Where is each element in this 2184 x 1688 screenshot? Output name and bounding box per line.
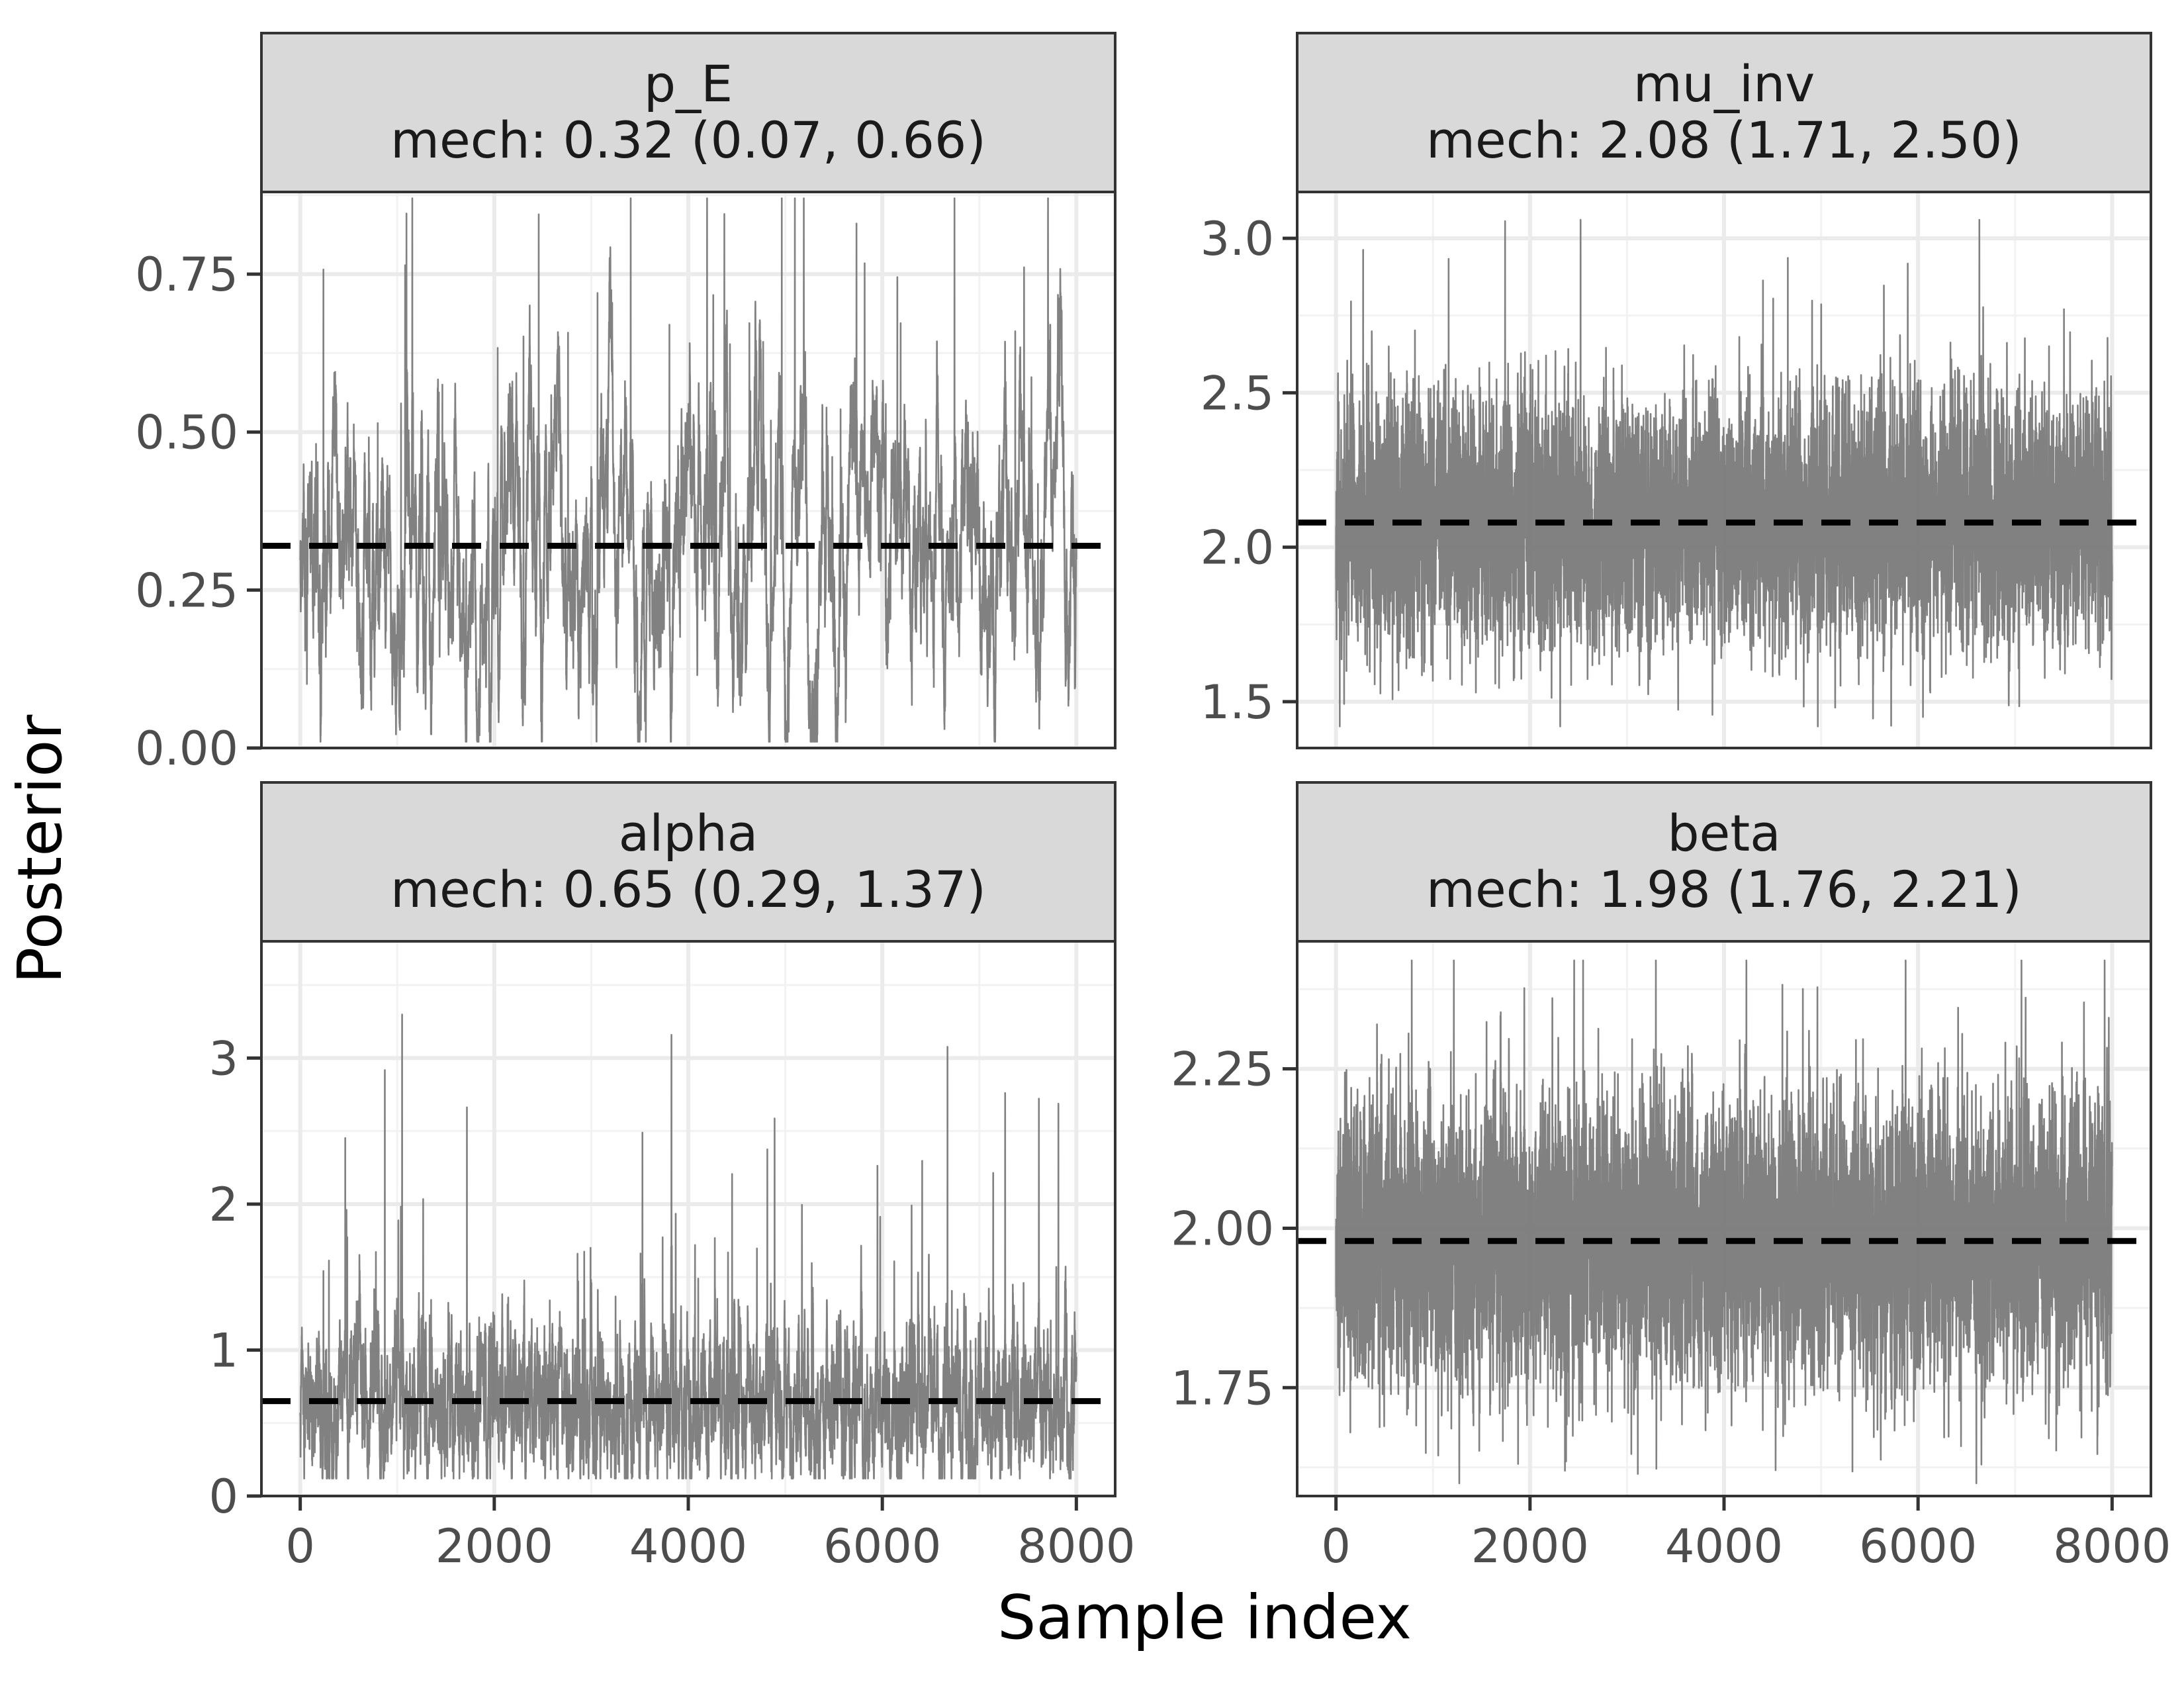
x-tick-label: 4000 [629, 1519, 747, 1573]
y-tick-label: 2.5 [1201, 366, 1274, 420]
x-tick-label: 2000 [435, 1519, 553, 1573]
strip-background [1296, 32, 2152, 193]
y-tick-label: 2.0 [1201, 521, 1274, 575]
strip-background [260, 32, 1116, 193]
strip-title: beta [1667, 804, 1780, 863]
y-axis-title: Posterior [5, 715, 75, 984]
x-tick-label: 0 [285, 1519, 315, 1573]
y-tick-label: 3.0 [1201, 212, 1274, 266]
strip-background [1296, 781, 2152, 943]
y-tick-label: 0.25 [135, 563, 238, 618]
y-tick-label: 1 [208, 1323, 238, 1378]
y-tick-label: 1.5 [1201, 675, 1274, 729]
panel-border [260, 191, 1116, 749]
trace-line-p-E [299, 197, 1077, 743]
y-tick-label: 2 [208, 1178, 238, 1232]
y-tick-label: 0 [208, 1470, 238, 1524]
strip-subtitle: mech: 0.65 (0.29, 1.37) [390, 860, 986, 919]
x-tick-label: 8000 [1017, 1519, 1135, 1573]
x-tick-label: 4000 [1665, 1519, 1783, 1573]
panel-border [1296, 191, 2152, 749]
y-tick-label: 1.75 [1171, 1361, 1274, 1415]
x-tick-label: 8000 [2053, 1519, 2171, 1573]
strip-subtitle: mech: 0.32 (0.07, 0.66) [390, 111, 986, 169]
strip-background [260, 781, 1116, 943]
x-tick-label: 6000 [1859, 1519, 1977, 1573]
x-axis-title: Sample index [997, 1582, 1412, 1653]
x-tick-label: 6000 [823, 1519, 941, 1573]
strip-title: alpha [619, 804, 758, 863]
gridlines [261, 192, 1115, 748]
y-tick-label: 2.25 [1171, 1043, 1274, 1097]
y-tick-label: 2.00 [1171, 1201, 1274, 1256]
strip-subtitle: mech: 2.08 (1.71, 2.50) [1426, 111, 2022, 169]
x-tick-label: 2000 [1471, 1519, 1589, 1573]
trace-line-beta [1335, 959, 2113, 1485]
strip-subtitle: mech: 1.98 (1.76, 2.21) [1426, 860, 2022, 919]
strip-title: p_E [644, 54, 733, 113]
strip-title: mu_inv [1633, 54, 1815, 113]
y-tick-label: 0.00 [135, 722, 238, 776]
y-tick-label: 0.50 [135, 406, 238, 460]
x-tick-label: 0 [1321, 1519, 1351, 1573]
trace-line-alpha [299, 1013, 1077, 1479]
y-tick-label: 0.75 [135, 248, 238, 302]
y-tick-label: 3 [208, 1031, 238, 1086]
trace-line-mu-inv [1335, 218, 2113, 727]
